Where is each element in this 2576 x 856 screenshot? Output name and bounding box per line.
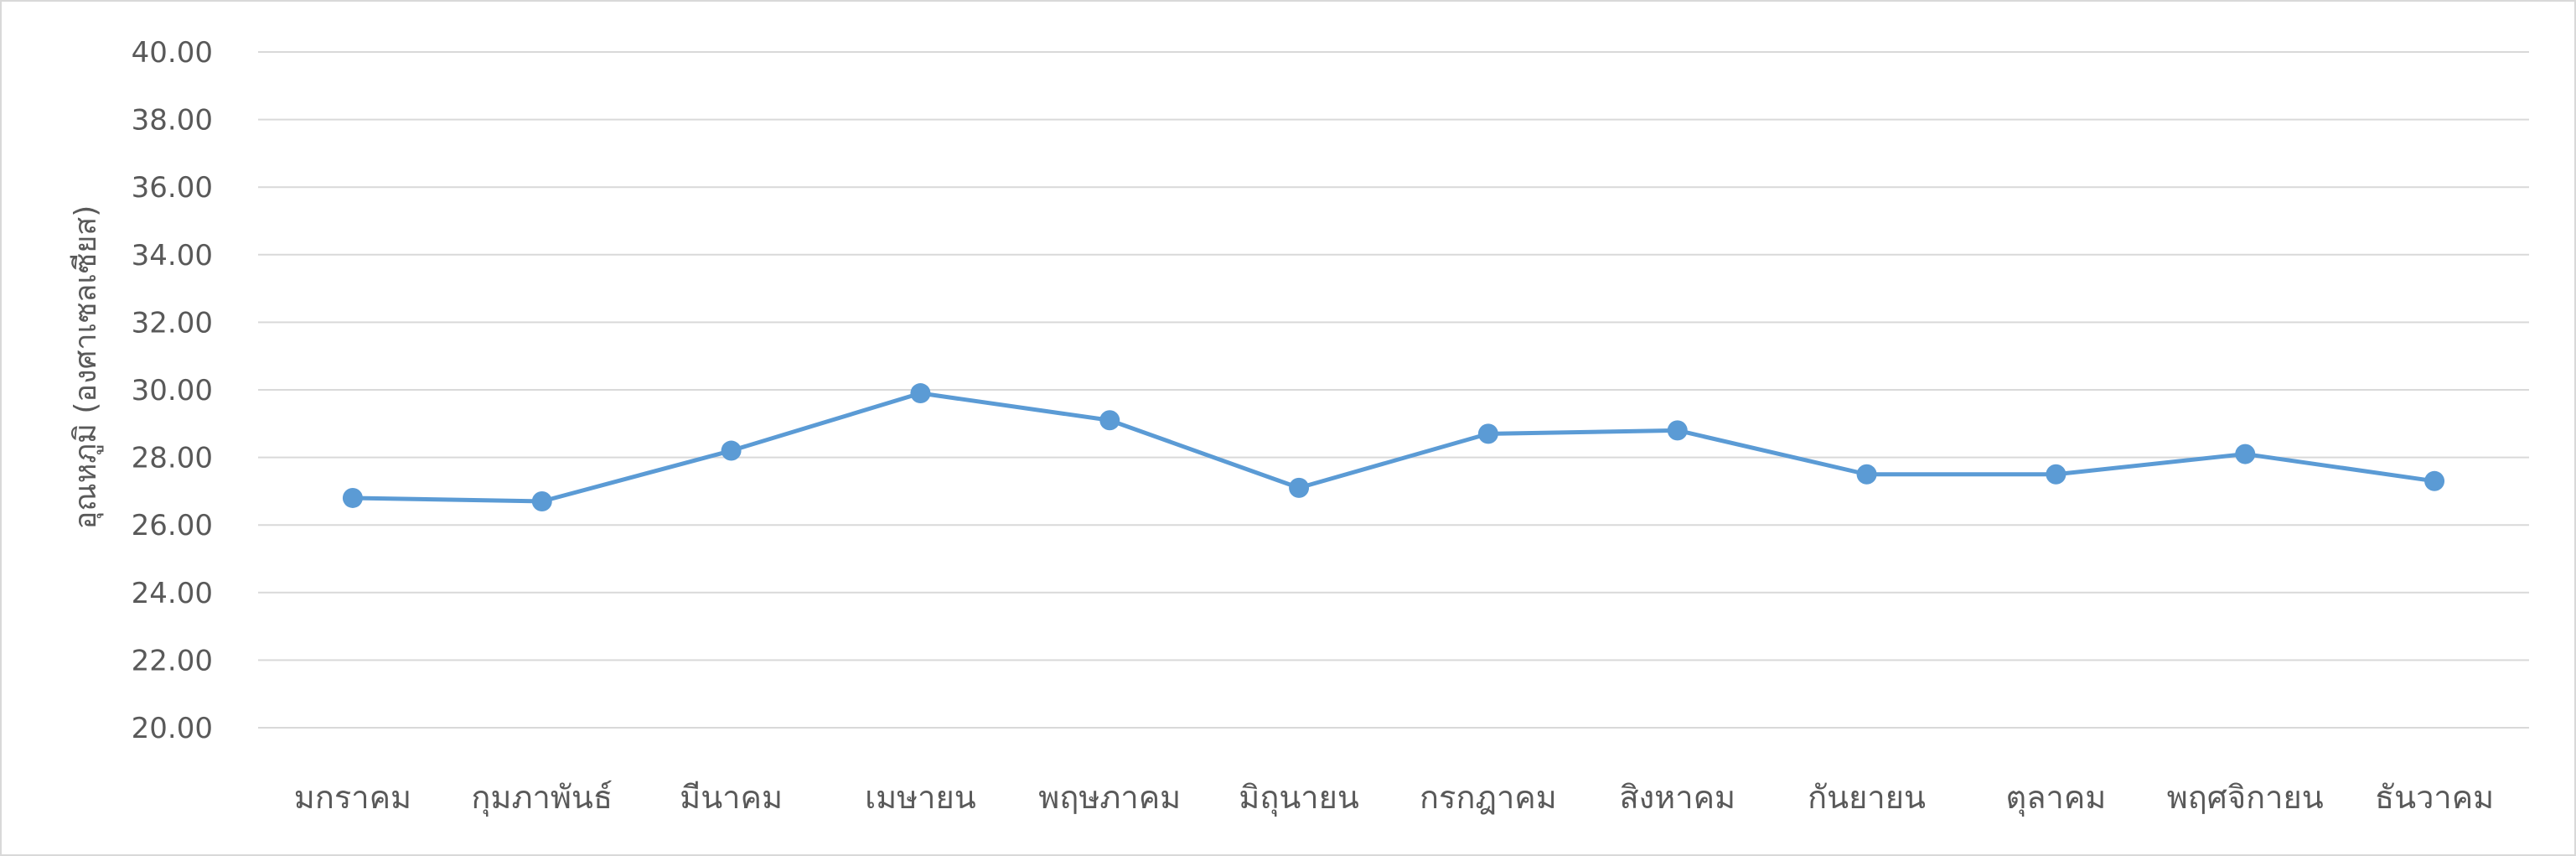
data-point [1477,423,1498,444]
y-tick-label: 36.00 [132,171,213,205]
y-tick-label: 32.00 [132,306,213,340]
data-point [1099,410,1120,431]
data-point [2235,444,2256,464]
data-point [342,487,363,508]
x-category-label: เมษายน [865,779,976,816]
data-point [721,440,742,461]
x-category-label: ตุลาคม [2006,779,2107,817]
x-category-label: กรกฎาคม [1420,779,1557,816]
data-point [1289,477,1310,498]
x-axis-category-labels: มกราคม กุมภาพันธ์ มีนาคม เมษายน พฤษภาคม มิถุน… [294,779,2494,817]
y-tick-label: 38.00 [132,104,213,137]
y-tick-label: 22.00 [132,644,213,677]
y-tick-label: 26.00 [132,509,213,542]
y-tick-label: 30.00 [132,374,213,407]
x-category-label: กันยายน [1808,779,1926,816]
data-point [1667,420,1688,441]
data-point [2424,470,2445,491]
x-category-label: พฤศจิกายน [2167,779,2324,816]
gridlines [258,51,2529,729]
data-point [531,490,552,511]
x-category-label: พฤษภาคม [1038,779,1181,816]
x-category-label: สิงหาคม [1619,779,1735,816]
y-tick-label: 40.00 [132,36,213,70]
series-line [352,391,2435,504]
y-tick-label: 20.00 [132,712,213,745]
series-layer [342,383,2445,511]
y-tick-label: 34.00 [132,239,213,272]
y-axis-tick-labels: 20.00 22.00 24.00 26.00 28.00 30.00 32.00 34.00… [132,36,213,745]
data-point [910,383,931,404]
y-axis-title: อุณหภูมิ (องศาเซลเซียส) [69,205,104,530]
y-tick-label: 24.00 [132,577,213,610]
data-point [1856,464,1877,485]
x-category-label: กุมภาพันธ์ [471,779,613,817]
y-tick-label: 28.00 [132,442,213,475]
x-category-label: มิถุนายน [1239,779,1359,817]
x-category-label: ธันวาคม [2375,779,2494,816]
x-category-label: มีนาคม [680,779,783,816]
x-category-label: มกราคม [294,779,411,816]
data-point [2046,464,2066,485]
